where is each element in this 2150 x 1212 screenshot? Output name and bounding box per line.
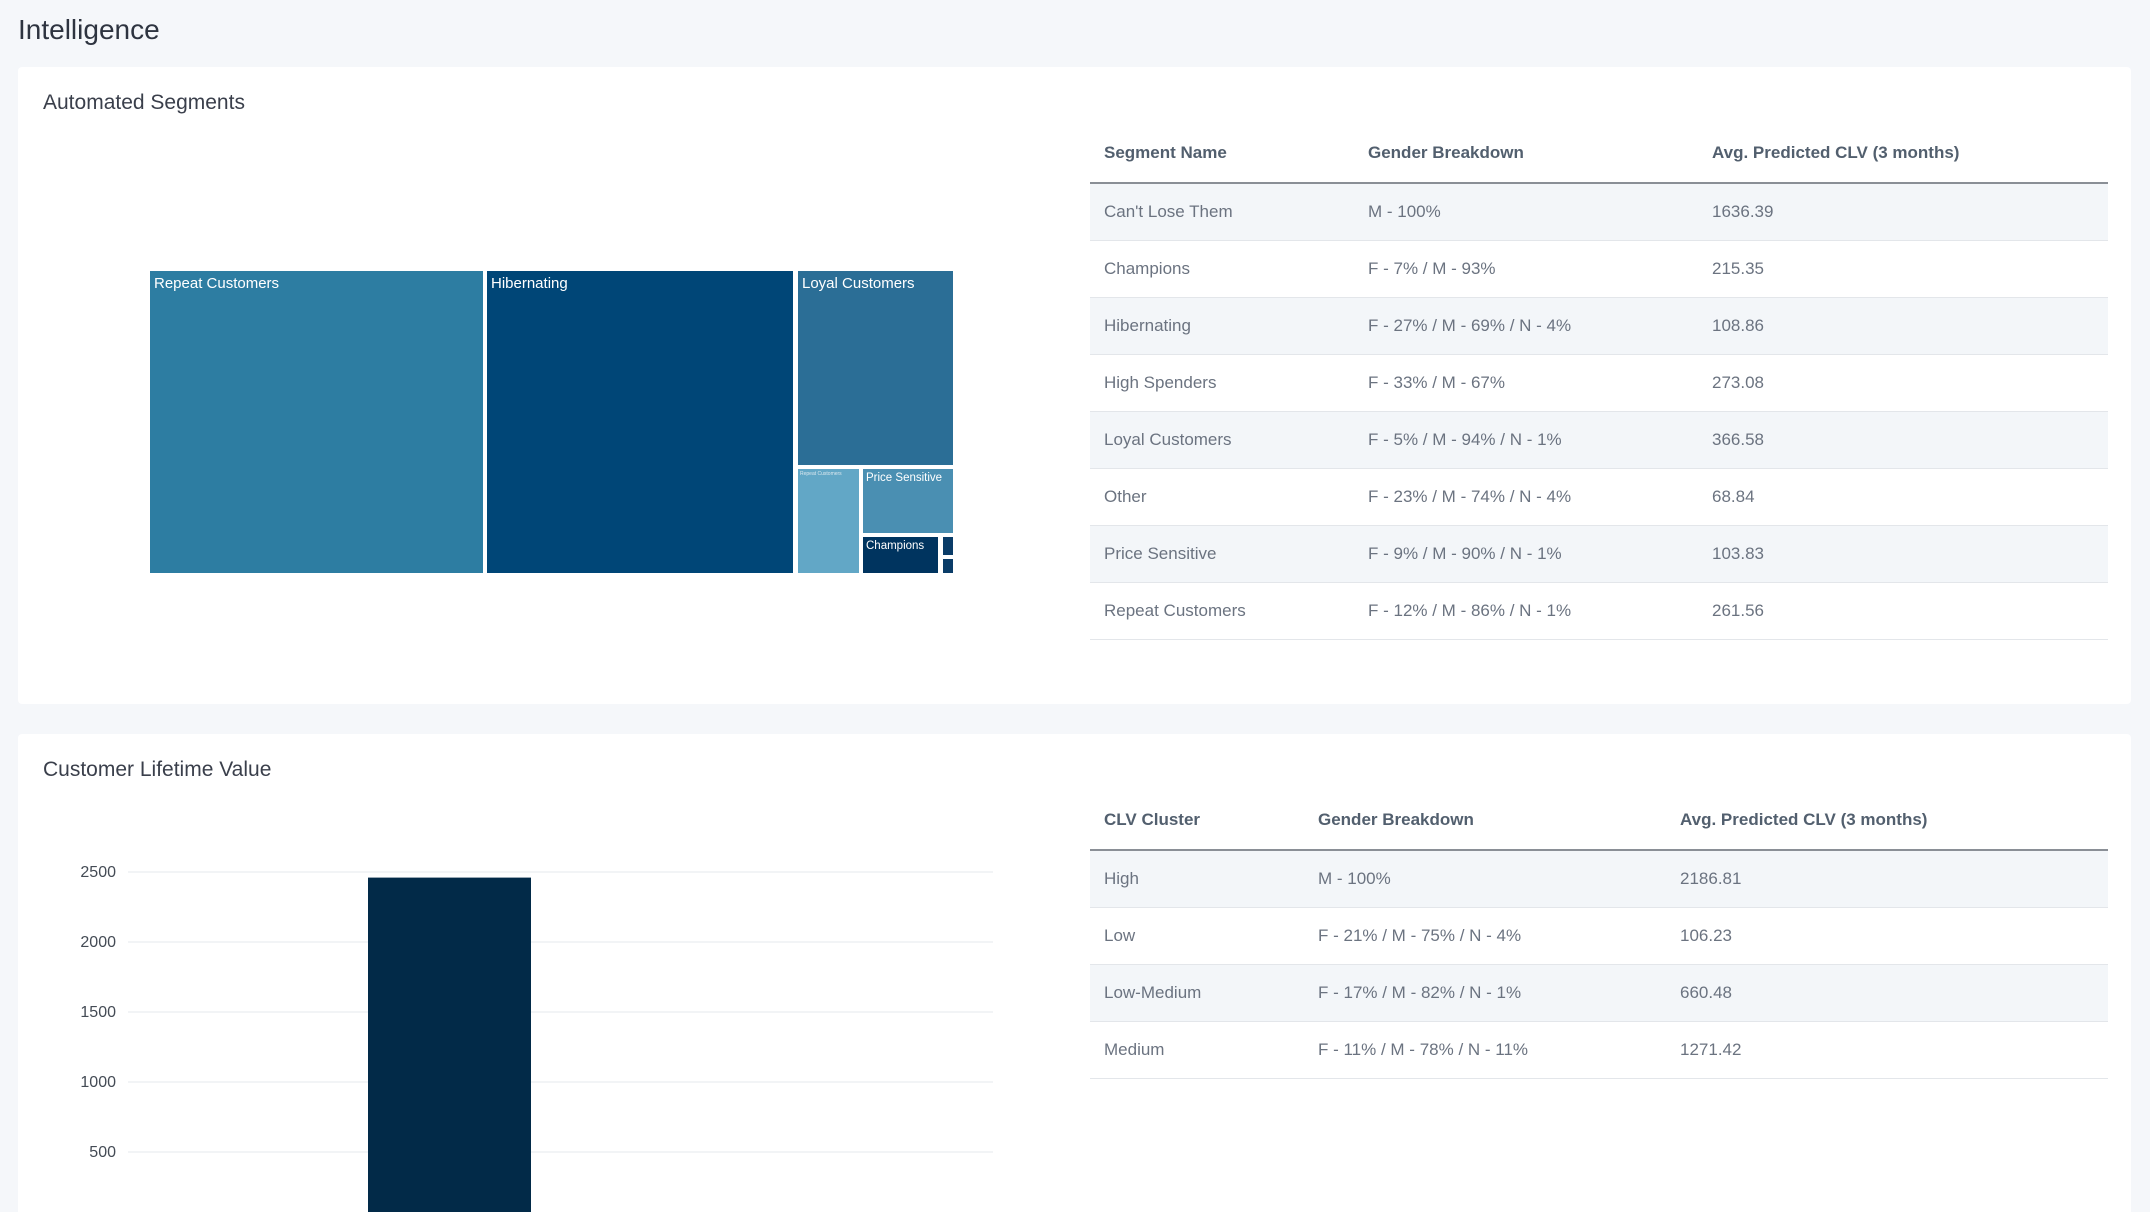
table-cell: 273.08 [1698, 354, 2108, 412]
treemap-tile-champions[interactable]: Champions [863, 537, 938, 573]
table-cell: Price Sensitive [1090, 525, 1354, 583]
table-header-row: Segment Name Gender Breakdown Avg. Predi… [1090, 123, 2108, 184]
column-header-segment-name[interactable]: Segment Name [1090, 123, 1354, 184]
treemap-tile-minor-1[interactable] [943, 537, 953, 555]
treemap-tile-label: Repeat Customers [154, 275, 280, 292]
treemap-tile-repeat-customers-small[interactable]: Repeat Customers [798, 469, 859, 573]
table-cell: 660.48 [1666, 964, 2108, 1022]
table-cell: F - 23% / M - 74% / N - 4% [1354, 468, 1698, 526]
treemap-tile-hibernating[interactable]: Hibernating [487, 271, 793, 573]
table-cell: High Spenders [1090, 354, 1354, 412]
table-cell: F - 33% / M - 67% [1354, 354, 1698, 412]
clv-table-body: High M - 100% 2186.81 Low F - 21% / M - 75% … [1090, 850, 2108, 1079]
table-cell: F - 17% / M - 82% / N - 1% [1304, 964, 1666, 1022]
column-header-avg-clv[interactable]: Avg. Predicted CLV (3 months) [1666, 790, 2108, 851]
table-header-row: CLV Cluster Gender Breakdown Avg. Predic… [1090, 790, 2108, 851]
y-tick-label: 1500 [80, 1004, 116, 1021]
table-cell: Low [1090, 907, 1304, 965]
treemap-tile-minor-2[interactable] [943, 559, 953, 573]
table-row[interactable]: Low-Medium F - 17% / M - 82% / N - 1% 660.… [1090, 964, 2108, 1022]
table-cell: Champions [1090, 240, 1354, 298]
table-cell: F - 11% / M - 78% / N - 11% [1304, 1021, 1666, 1079]
table-cell: 261.56 [1698, 582, 2108, 640]
table-row[interactable]: Other F - 23% / M - 74% / N - 4% 68.84 [1090, 468, 2108, 526]
table-cell: 108.86 [1698, 297, 2108, 355]
table-row[interactable]: High Spenders F - 33% / M - 67% 273.08 [1090, 354, 2108, 412]
treemap-tile-repeat-customers[interactable]: Repeat Customers [150, 271, 483, 573]
customer-lifetime-value-card: Customer Lifetime Value 500 1000 1500 2000 2… [18, 734, 2131, 1212]
table-cell: 2186.81 [1666, 850, 2108, 908]
table-cell: Hibernating [1090, 297, 1354, 355]
table-cell: Loyal Customers [1090, 411, 1354, 469]
y-tick-label: 1000 [80, 1074, 116, 1091]
table-cell: 1271.42 [1666, 1021, 2108, 1079]
table-cell: F - 5% / M - 94% / N - 1% [1354, 411, 1698, 469]
treemap-tile-loyal-customers[interactable]: Loyal Customers [798, 271, 953, 465]
column-header-avg-clv[interactable]: Avg. Predicted CLV (3 months) [1698, 123, 2108, 184]
table-cell: High [1090, 850, 1304, 908]
table-row[interactable]: Hibernating F - 27% / M - 69% / N - 4% 108… [1090, 297, 2108, 355]
automated-segments-title: Automated Segments [43, 91, 245, 114]
segments-table-body: Can't Lose Them M - 100% 1636.39 Champions F… [1090, 183, 2108, 640]
table-cell: F - 7% / M - 93% [1354, 240, 1698, 298]
clv-table: CLV Cluster Gender Breakdown Avg. Predic… [1090, 790, 2108, 1079]
table-cell: Other [1090, 468, 1354, 526]
column-header-gender-breakdown[interactable]: Gender Breakdown [1354, 123, 1698, 184]
automated-segments-card: Automated Segments Repeat Customers Hibe… [18, 67, 2131, 704]
table-cell: 366.58 [1698, 411, 2108, 469]
table-row[interactable]: Loyal Customers F - 5% / M - 94% / N - 1%… [1090, 411, 2108, 469]
clv-title: Customer Lifetime Value [43, 758, 272, 781]
table-cell: Low-Medium [1090, 964, 1304, 1022]
treemap-tile-price-sensitive[interactable]: Price Sensitive [863, 469, 953, 533]
chart-bars [368, 877, 531, 1212]
table-cell: F - 27% / M - 69% / N - 4% [1354, 297, 1698, 355]
table-cell: Medium [1090, 1021, 1304, 1079]
table-row[interactable]: Can't Lose Them M - 100% 1636.39 [1090, 183, 2108, 241]
table-row[interactable]: Price Sensitive F - 9% / M - 90% / N - 1%… [1090, 525, 2108, 583]
column-header-gender-breakdown[interactable]: Gender Breakdown [1304, 790, 1666, 851]
table-cell: 106.23 [1666, 907, 2108, 965]
table-row[interactable]: Medium F - 11% / M - 78% / N - 11% 1271.42 [1090, 1021, 2108, 1079]
table-cell: 68.84 [1698, 468, 2108, 526]
treemap-tile-label: Hibernating [491, 275, 568, 292]
table-cell: Repeat Customers [1090, 582, 1354, 640]
treemap-tile-label: Loyal Customers [802, 275, 915, 292]
table-cell: M - 100% [1354, 183, 1698, 241]
table-cell: 103.83 [1698, 525, 2108, 583]
y-tick-label: 2000 [80, 934, 116, 951]
segments-table: Segment Name Gender Breakdown Avg. Predi… [1090, 123, 2108, 640]
treemap-tile-label: Repeat Customers [800, 471, 842, 477]
treemap-tile-label: Price Sensitive [866, 472, 943, 484]
table-row[interactable]: High M - 100% 2186.81 [1090, 850, 2108, 908]
table-row[interactable]: Champions F - 7% / M - 93% 215.35 [1090, 240, 2108, 298]
table-cell: 1636.39 [1698, 183, 2108, 241]
chart-y-ticks: 500 1000 1500 2000 2500 [80, 864, 116, 1161]
table-cell: F - 12% / M - 86% / N - 1% [1354, 582, 1698, 640]
y-tick-label: 2500 [80, 864, 116, 881]
table-cell: M - 100% [1304, 850, 1666, 908]
y-tick-label: 500 [89, 1144, 116, 1161]
bar[interactable] [368, 877, 531, 1212]
clv-bar-chart: 500 1000 1500 2000 2500 [80, 864, 993, 1212]
table-row[interactable]: Repeat Customers F - 12% / M - 86% / N - … [1090, 582, 2108, 640]
chart-grid [128, 871, 993, 1153]
segments-treemap: Repeat Customers Hibernating Loyal Custo… [150, 271, 953, 573]
table-cell: Can't Lose Them [1090, 183, 1354, 241]
table-cell: F - 9% / M - 90% / N - 1% [1354, 525, 1698, 583]
column-header-clv-cluster[interactable]: CLV Cluster [1090, 790, 1304, 851]
table-cell: 215.35 [1698, 240, 2108, 298]
table-cell: F - 21% / M - 75% / N - 4% [1304, 907, 1666, 965]
page-title: Intelligence [18, 14, 160, 45]
table-row[interactable]: Low F - 21% / M - 75% / N - 4% 106.23 [1090, 907, 2108, 965]
treemap-tile-label: Champions [866, 540, 925, 552]
